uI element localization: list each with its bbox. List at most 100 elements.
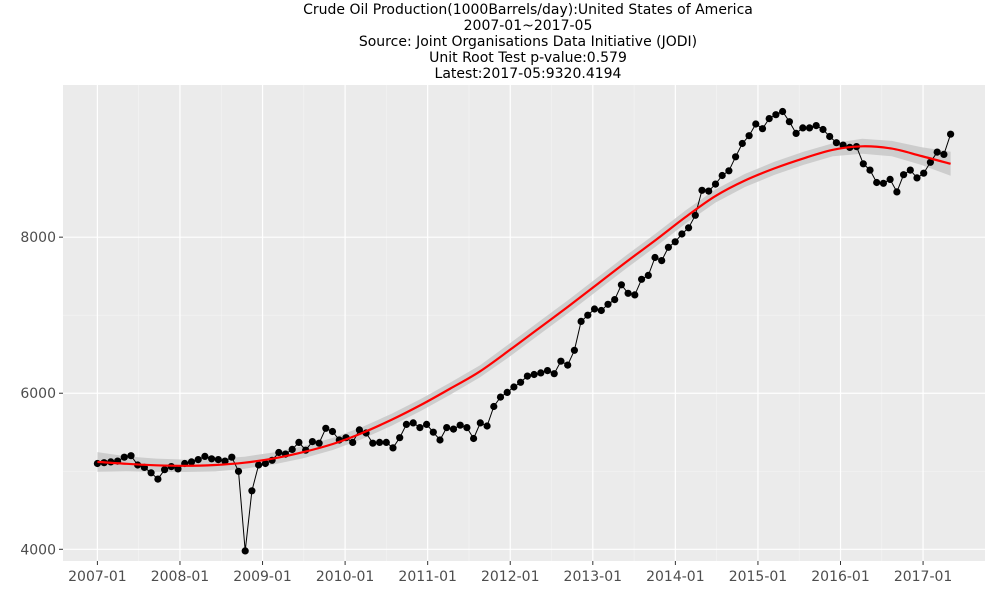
data-point — [705, 187, 713, 195]
data-point — [624, 289, 632, 297]
data-point — [355, 426, 363, 434]
data-point — [617, 281, 626, 289]
data-point — [570, 346, 579, 354]
data-point — [523, 372, 532, 380]
data-point — [832, 139, 841, 147]
data-point — [879, 179, 888, 187]
data-point — [812, 122, 820, 130]
data-point — [631, 291, 639, 299]
data-point — [859, 160, 867, 168]
data-point — [893, 188, 901, 196]
data-point — [557, 357, 565, 365]
data-point — [738, 139, 746, 148]
data-point — [590, 305, 599, 313]
data-point — [409, 419, 417, 427]
data-point — [772, 111, 780, 119]
data-point — [543, 367, 552, 375]
data-point — [147, 469, 155, 477]
data-point — [819, 125, 827, 134]
production-points — [93, 107, 955, 555]
data-point — [510, 383, 518, 391]
data-point — [221, 457, 229, 465]
data-point — [913, 174, 921, 182]
data-point — [127, 452, 135, 460]
data-point — [241, 547, 249, 555]
data-point — [187, 458, 196, 466]
grid-minor — [63, 85, 985, 561]
data-point — [718, 171, 726, 180]
data-point — [255, 461, 263, 469]
x-tick-label: 2013-01 — [564, 569, 623, 585]
data-point — [550, 370, 558, 378]
data-point — [174, 465, 182, 473]
loess-trend-line — [97, 145, 951, 467]
title-line-4: Unit Root Test p-value:0.579 — [429, 50, 627, 66]
data-point — [732, 153, 740, 161]
x-tick-label: 2008-01 — [151, 569, 210, 585]
x-tick-label: 2015-01 — [729, 569, 788, 585]
data-point — [799, 124, 807, 132]
data-point — [698, 186, 706, 194]
x-tick-label: 2011-01 — [398, 569, 457, 585]
data-point — [537, 369, 545, 377]
data-point — [423, 420, 431, 428]
data-point — [517, 378, 525, 386]
data-point — [234, 467, 243, 475]
x-tick-label: 2007-01 — [68, 569, 127, 585]
chart-title: Crude Oil Production(1000Barrels/day):Un… — [0, 2, 1000, 82]
data-point — [678, 230, 686, 238]
data-point — [449, 425, 458, 433]
data-point — [402, 420, 410, 428]
data-point — [322, 424, 330, 432]
data-point — [611, 296, 619, 304]
data-point — [208, 455, 216, 463]
data-point — [752, 120, 760, 128]
data-point — [765, 115, 773, 123]
data-point — [288, 445, 296, 453]
data-point — [496, 393, 505, 401]
x-tick-label: 2009-01 — [233, 569, 292, 585]
x-tick-label: 2010-01 — [316, 569, 375, 585]
data-point — [725, 167, 733, 175]
data-point — [638, 275, 646, 283]
data-point — [933, 148, 941, 156]
data-point — [490, 402, 498, 411]
data-point — [792, 129, 800, 137]
y-axis: 4000 6000 8000 — [20, 230, 63, 558]
title-line-5: Latest:2017-05:9320.4194 — [434, 66, 622, 82]
data-point — [261, 459, 269, 468]
data-point — [369, 439, 377, 447]
data-point — [295, 438, 303, 446]
data-point — [228, 453, 236, 461]
y-tick-label: 6000 — [20, 386, 56, 402]
data-point — [530, 370, 538, 379]
data-point — [214, 456, 222, 464]
data-point — [577, 317, 585, 325]
plot-panel — [63, 85, 985, 561]
data-point — [691, 211, 699, 219]
data-point — [584, 311, 592, 319]
x-axis: 2007-01 2008-01 2009-01 2010-01 2011-01 2012-… — [68, 561, 952, 585]
data-point — [685, 224, 693, 232]
grid-major — [63, 85, 985, 561]
x-tick-label: 2012-01 — [481, 569, 540, 585]
y-tick-label: 8000 — [20, 230, 56, 246]
data-point — [906, 166, 914, 174]
data-point — [503, 388, 511, 396]
data-point — [349, 438, 357, 446]
x-tick-label: 2014-01 — [646, 569, 705, 585]
title-line-1: Crude Oil Production(1000Barrels/day):Un… — [303, 2, 753, 18]
data-point — [886, 175, 894, 183]
y-tick-label: 4000 — [20, 542, 56, 558]
data-point — [389, 444, 397, 452]
data-point — [926, 158, 935, 166]
x-tick-label: 2016-01 — [811, 569, 870, 585]
data-point — [248, 487, 256, 495]
data-point — [456, 421, 464, 429]
data-point — [805, 124, 814, 132]
data-point — [826, 132, 834, 141]
data-point — [671, 238, 679, 246]
data-point — [947, 130, 955, 138]
data-point — [711, 180, 720, 188]
data-point — [873, 178, 881, 187]
